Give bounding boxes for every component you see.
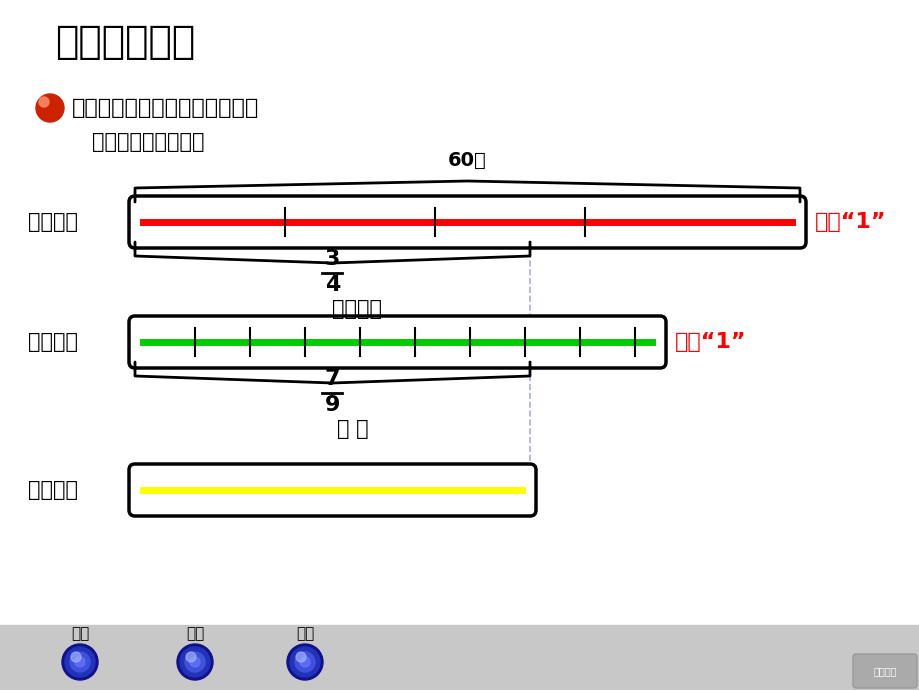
Circle shape — [176, 644, 213, 680]
Circle shape — [39, 97, 49, 107]
Circle shape — [289, 647, 320, 677]
Circle shape — [296, 652, 306, 662]
Circle shape — [62, 644, 98, 680]
Text: 返回首页: 返回首页 — [872, 666, 896, 676]
Text: 7: 7 — [324, 369, 340, 389]
Text: 画图分析数量关系：: 画图分析数量关系： — [92, 132, 204, 152]
Text: 红沙包：: 红沙包： — [28, 212, 78, 232]
Circle shape — [186, 652, 196, 662]
Text: 综合: 综合 — [186, 627, 204, 642]
Circle shape — [71, 652, 81, 662]
Circle shape — [36, 94, 64, 122]
Circle shape — [185, 652, 205, 672]
Text: 二、合作探索: 二、合作探索 — [55, 23, 195, 61]
Circle shape — [180, 647, 210, 677]
Circle shape — [65, 647, 95, 677]
Bar — [0, 625, 919, 690]
FancyBboxPatch shape — [129, 196, 805, 248]
Circle shape — [300, 657, 310, 667]
Text: 单位“1”: 单位“1” — [814, 212, 886, 232]
Circle shape — [287, 644, 323, 680]
Text: 綠沙包：: 綠沙包： — [28, 332, 78, 352]
FancyBboxPatch shape — [129, 316, 665, 368]
Text: （　）克: （ ）克 — [332, 299, 382, 319]
Text: 3: 3 — [324, 249, 340, 269]
Circle shape — [190, 657, 199, 667]
Text: 60克: 60克 — [448, 151, 486, 170]
FancyBboxPatch shape — [129, 464, 536, 516]
Text: 黄沙包：: 黄沙包： — [28, 480, 78, 500]
Text: 单位“1”: 单位“1” — [675, 332, 745, 352]
Text: ？ 克: ？ 克 — [336, 419, 368, 439]
Text: 继续: 继续 — [296, 627, 313, 642]
Circle shape — [75, 657, 85, 667]
Text: 4: 4 — [324, 275, 340, 295]
Circle shape — [70, 652, 90, 672]
FancyBboxPatch shape — [852, 654, 916, 688]
Circle shape — [295, 652, 314, 672]
Text: 做一个黄沙包需要多少克玉米？: 做一个黄沙包需要多少克玉米？ — [72, 98, 259, 118]
Text: 9: 9 — [324, 395, 340, 415]
Text: 分步: 分步 — [71, 627, 89, 642]
